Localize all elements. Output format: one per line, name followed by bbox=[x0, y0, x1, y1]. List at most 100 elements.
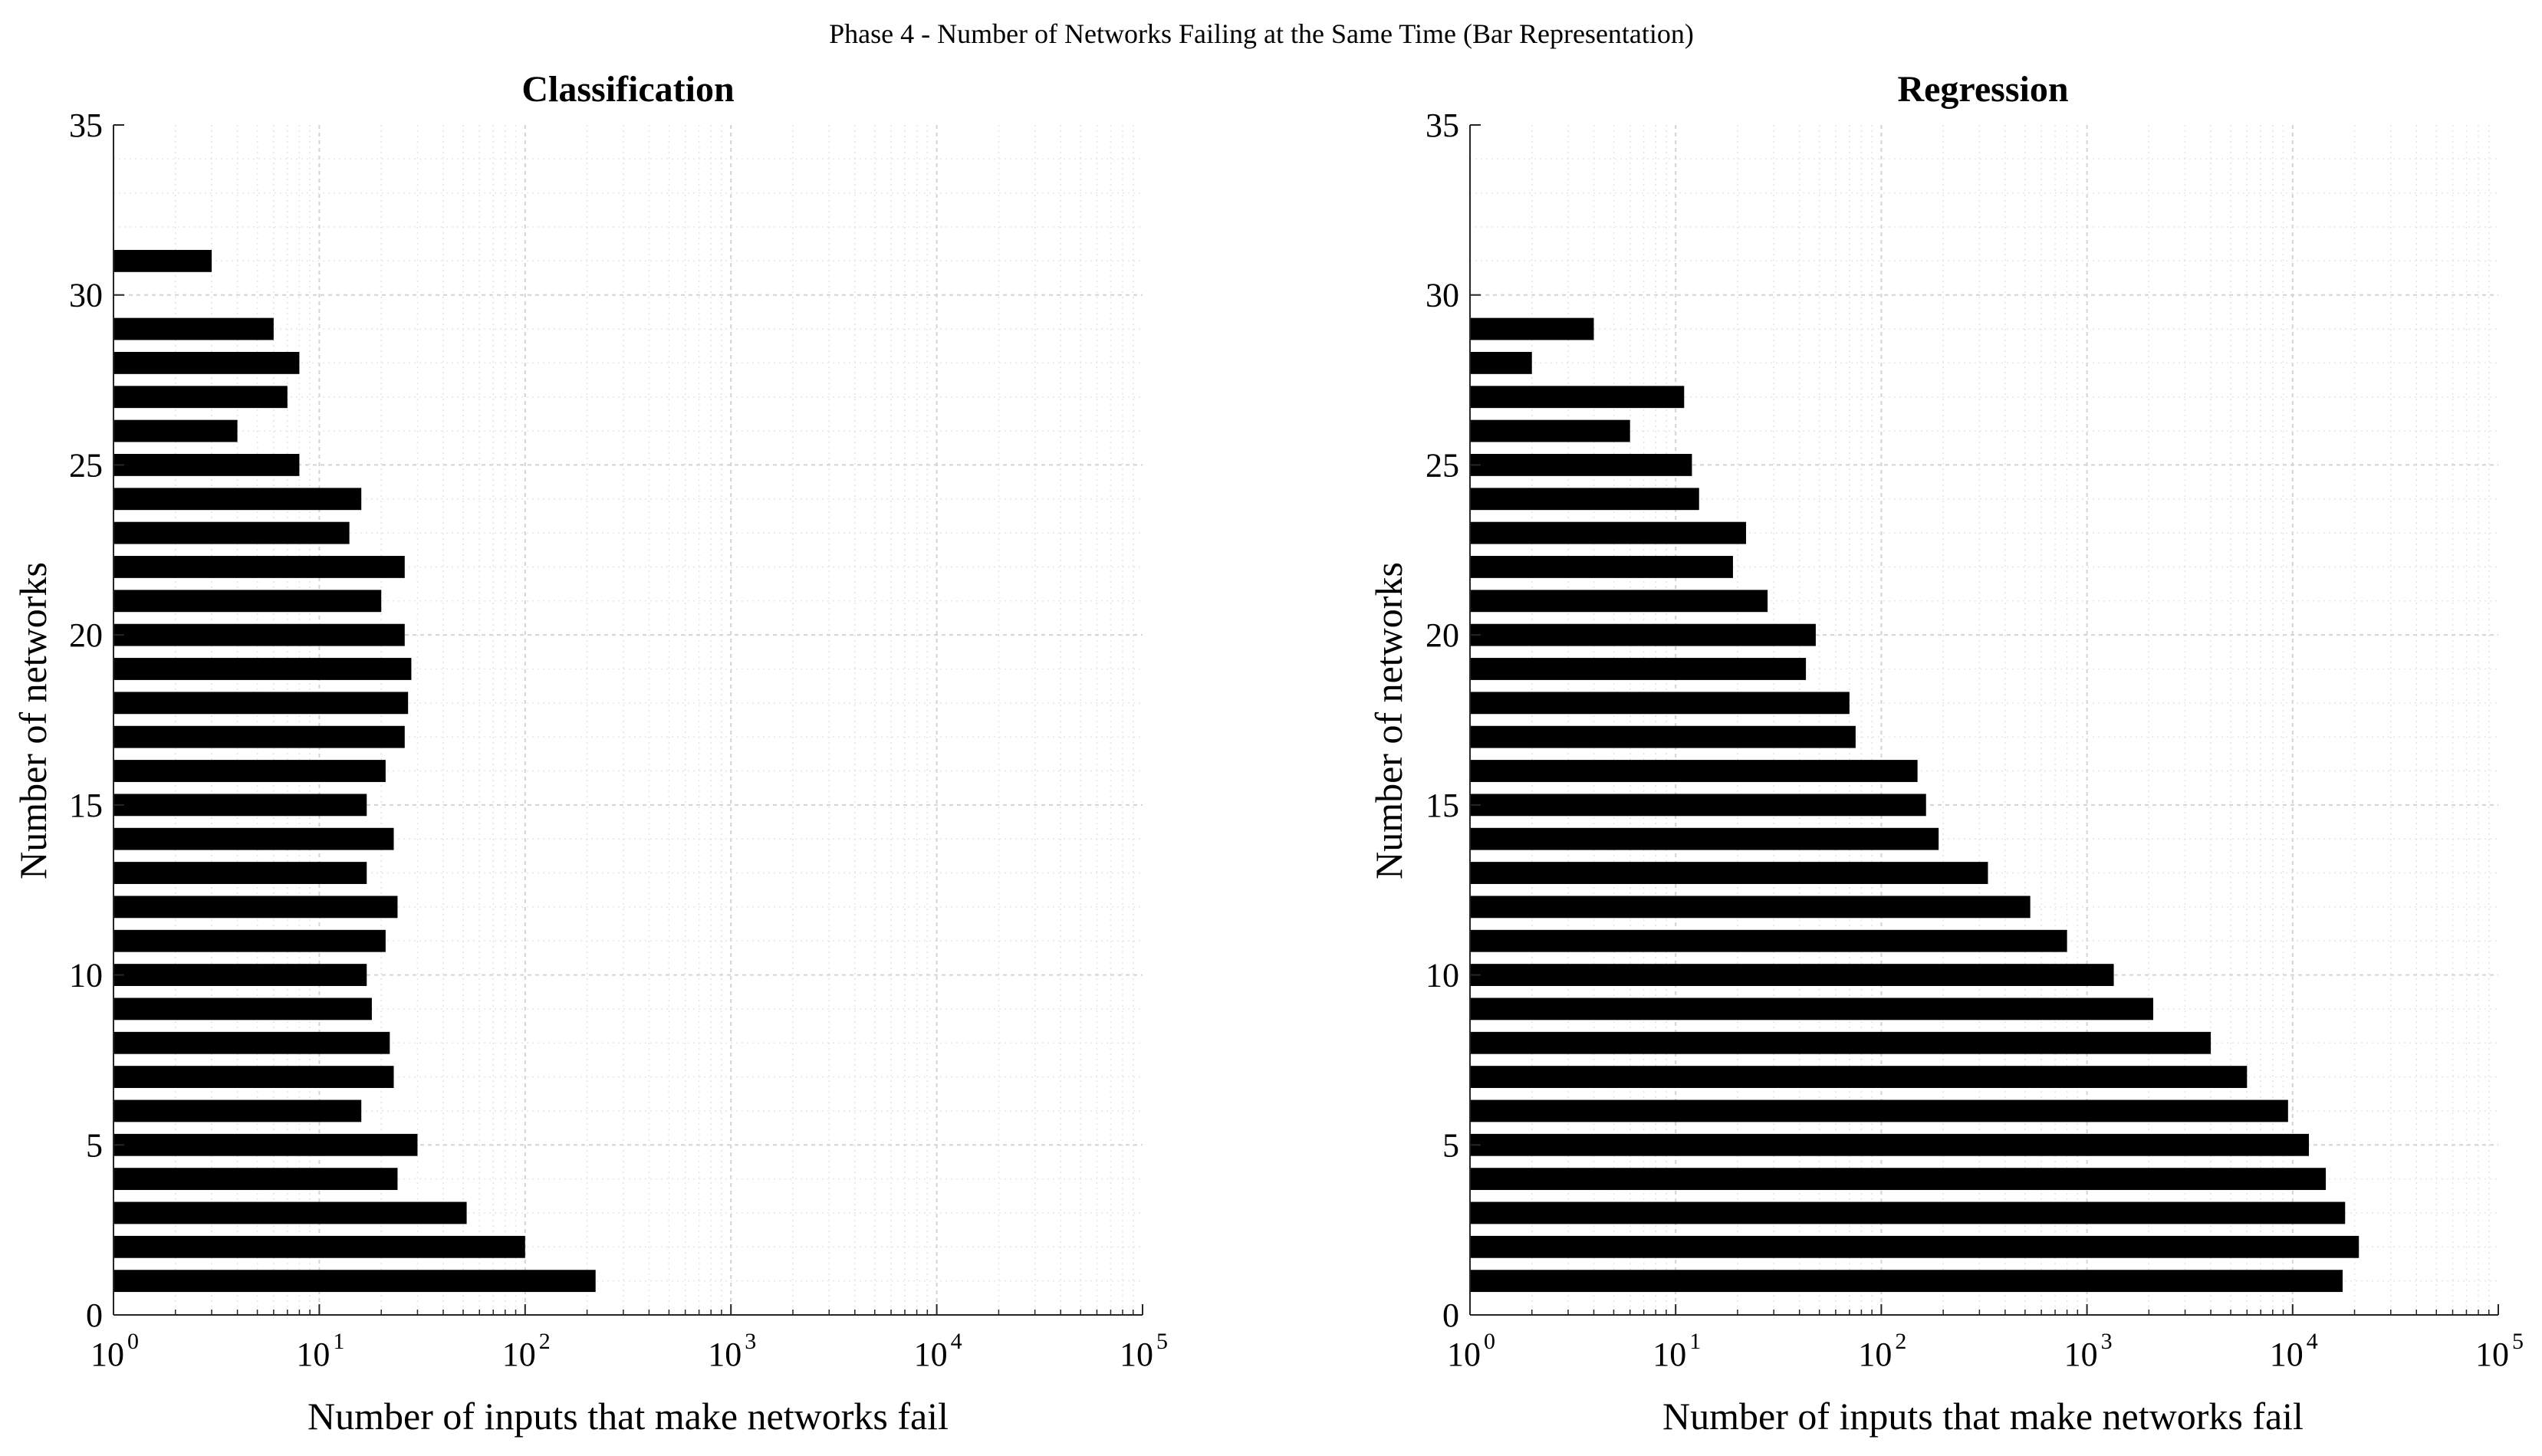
classification-bar bbox=[113, 454, 300, 476]
classification-bar bbox=[113, 760, 386, 782]
regression-bar bbox=[1470, 827, 1939, 850]
classification-y-tick-label: 5 bbox=[86, 1126, 103, 1164]
classification-bars bbox=[113, 249, 596, 1293]
regression-bar bbox=[1470, 1168, 2327, 1191]
regression-x-tick-exponent: 2 bbox=[1895, 1329, 1906, 1354]
regression-bar bbox=[1470, 590, 1768, 613]
classification-bar bbox=[113, 386, 288, 409]
classification-x-tick-exponent: 2 bbox=[539, 1329, 551, 1354]
regression-bar bbox=[1470, 692, 1850, 715]
classification-bar bbox=[113, 1099, 362, 1122]
classification-bar bbox=[113, 419, 238, 442]
classification-x-tick-label: 10 bbox=[1120, 1336, 1153, 1373]
classification-x-tick-label: 10 bbox=[914, 1336, 948, 1373]
regression-bar bbox=[1470, 317, 1594, 340]
classification-bar bbox=[113, 488, 362, 511]
regression-bar bbox=[1470, 929, 2067, 952]
classification-bar bbox=[113, 692, 409, 715]
regression-bar bbox=[1470, 623, 1816, 646]
classification-bar bbox=[113, 929, 386, 952]
classification-bar bbox=[113, 658, 412, 680]
regression-y-tick-label: 25 bbox=[1426, 446, 1459, 484]
regression-bar bbox=[1470, 488, 1699, 511]
regression-bar bbox=[1470, 1270, 2343, 1293]
regression-bar bbox=[1470, 454, 1692, 476]
regression-x-ticks: 10 0 10 1 10 2 10 3 10 4 10 5 bbox=[1447, 1304, 2524, 1373]
classification-y-tick-label: 30 bbox=[69, 277, 103, 314]
regression-bar bbox=[1470, 896, 2031, 919]
classification-y-tick-label: 35 bbox=[69, 107, 103, 144]
regression-y-tick-label: 20 bbox=[1426, 616, 1459, 654]
regression-bar bbox=[1470, 725, 1856, 748]
figure-title: Phase 4 - Number of Networks Failing at … bbox=[829, 18, 1694, 49]
regression-y-ticks: 0 5 10 15 20 25 30 35 bbox=[1426, 107, 1481, 1334]
regression-bar bbox=[1470, 1201, 2346, 1224]
regression-bar bbox=[1470, 1235, 2359, 1258]
regression-x-tick-exponent: 3 bbox=[2101, 1329, 2113, 1354]
classification-bar bbox=[113, 351, 300, 374]
regression-x-label: Number of inputs that make networks fail bbox=[1662, 1395, 2304, 1438]
regression-bar bbox=[1470, 1133, 2310, 1156]
regression-bar bbox=[1470, 794, 1926, 817]
classification-x-label: Number of inputs that make networks fail bbox=[307, 1395, 949, 1438]
classification-bar bbox=[113, 862, 367, 884]
classification-bar bbox=[113, 521, 350, 544]
classification-bar bbox=[113, 1133, 418, 1156]
classification-bar bbox=[113, 827, 394, 850]
regression-bar bbox=[1470, 658, 1807, 680]
classification-bar bbox=[113, 725, 405, 748]
regression-y-tick-label: 0 bbox=[1442, 1297, 1459, 1334]
regression-bar bbox=[1470, 556, 1733, 578]
classification-y-tick-label: 15 bbox=[69, 787, 103, 824]
regression-y-tick-label: 35 bbox=[1426, 107, 1459, 144]
classification-x-tick-label: 10 bbox=[502, 1336, 536, 1373]
regression-bar bbox=[1470, 521, 1747, 544]
regression-bar bbox=[1470, 386, 1685, 409]
regression-title: Regression bbox=[1897, 69, 2068, 110]
regression-bar bbox=[1470, 351, 1532, 374]
classification-x-tick-label: 10 bbox=[90, 1336, 124, 1373]
regression-x-tick-label: 10 bbox=[2270, 1336, 2304, 1373]
regression-bar bbox=[1470, 964, 2114, 986]
regression-x-tick-exponent: 0 bbox=[1484, 1329, 1495, 1354]
classification-title: Classification bbox=[521, 69, 734, 110]
regression-y-tick-label: 15 bbox=[1426, 787, 1459, 824]
classification-x-tick-exponent: 4 bbox=[951, 1329, 962, 1354]
regression-x-tick-label: 10 bbox=[2064, 1336, 2098, 1373]
regression-bar bbox=[1470, 760, 1918, 782]
classification-bar bbox=[113, 998, 372, 1021]
regression-bar bbox=[1470, 1066, 2248, 1089]
classification-x-tick-exponent: 0 bbox=[127, 1329, 139, 1354]
regression-x-tick-exponent: 4 bbox=[2307, 1329, 2318, 1354]
regression-bar bbox=[1470, 419, 1630, 442]
classification-y-tick-label: 20 bbox=[69, 616, 103, 654]
regression-x-tick-label: 10 bbox=[1858, 1336, 1892, 1373]
classification-x-ticks: 10 0 10 1 10 2 10 3 10 4 10 5 bbox=[90, 1304, 1168, 1373]
regression-x-tick-label: 10 bbox=[1447, 1336, 1481, 1373]
regression-y-tick-label: 30 bbox=[1426, 277, 1459, 314]
classification-bar bbox=[113, 590, 382, 613]
classification-bar bbox=[113, 896, 398, 919]
classification-bar bbox=[113, 1235, 525, 1258]
classification-x-tick-label: 10 bbox=[296, 1336, 330, 1373]
regression-y-tick-label: 5 bbox=[1442, 1126, 1459, 1164]
classification-x-tick-exponent: 3 bbox=[745, 1329, 756, 1354]
classification-bar bbox=[113, 964, 367, 986]
classification-bar bbox=[113, 1168, 398, 1191]
classification-bar bbox=[113, 1270, 596, 1293]
classification-y-tick-label: 25 bbox=[69, 446, 103, 484]
regression-y-tick-label: 10 bbox=[1426, 957, 1459, 994]
classification-bar bbox=[113, 556, 405, 578]
classification-y-tick-label: 10 bbox=[69, 957, 103, 994]
regression-bars bbox=[1470, 317, 2359, 1293]
classification-x-tick-label: 10 bbox=[708, 1336, 742, 1373]
classification-bar bbox=[113, 249, 212, 272]
regression-bar bbox=[1470, 998, 2154, 1021]
regression-x-tick-exponent: 5 bbox=[2512, 1329, 2524, 1354]
classification-x-tick-exponent: 1 bbox=[333, 1329, 344, 1354]
